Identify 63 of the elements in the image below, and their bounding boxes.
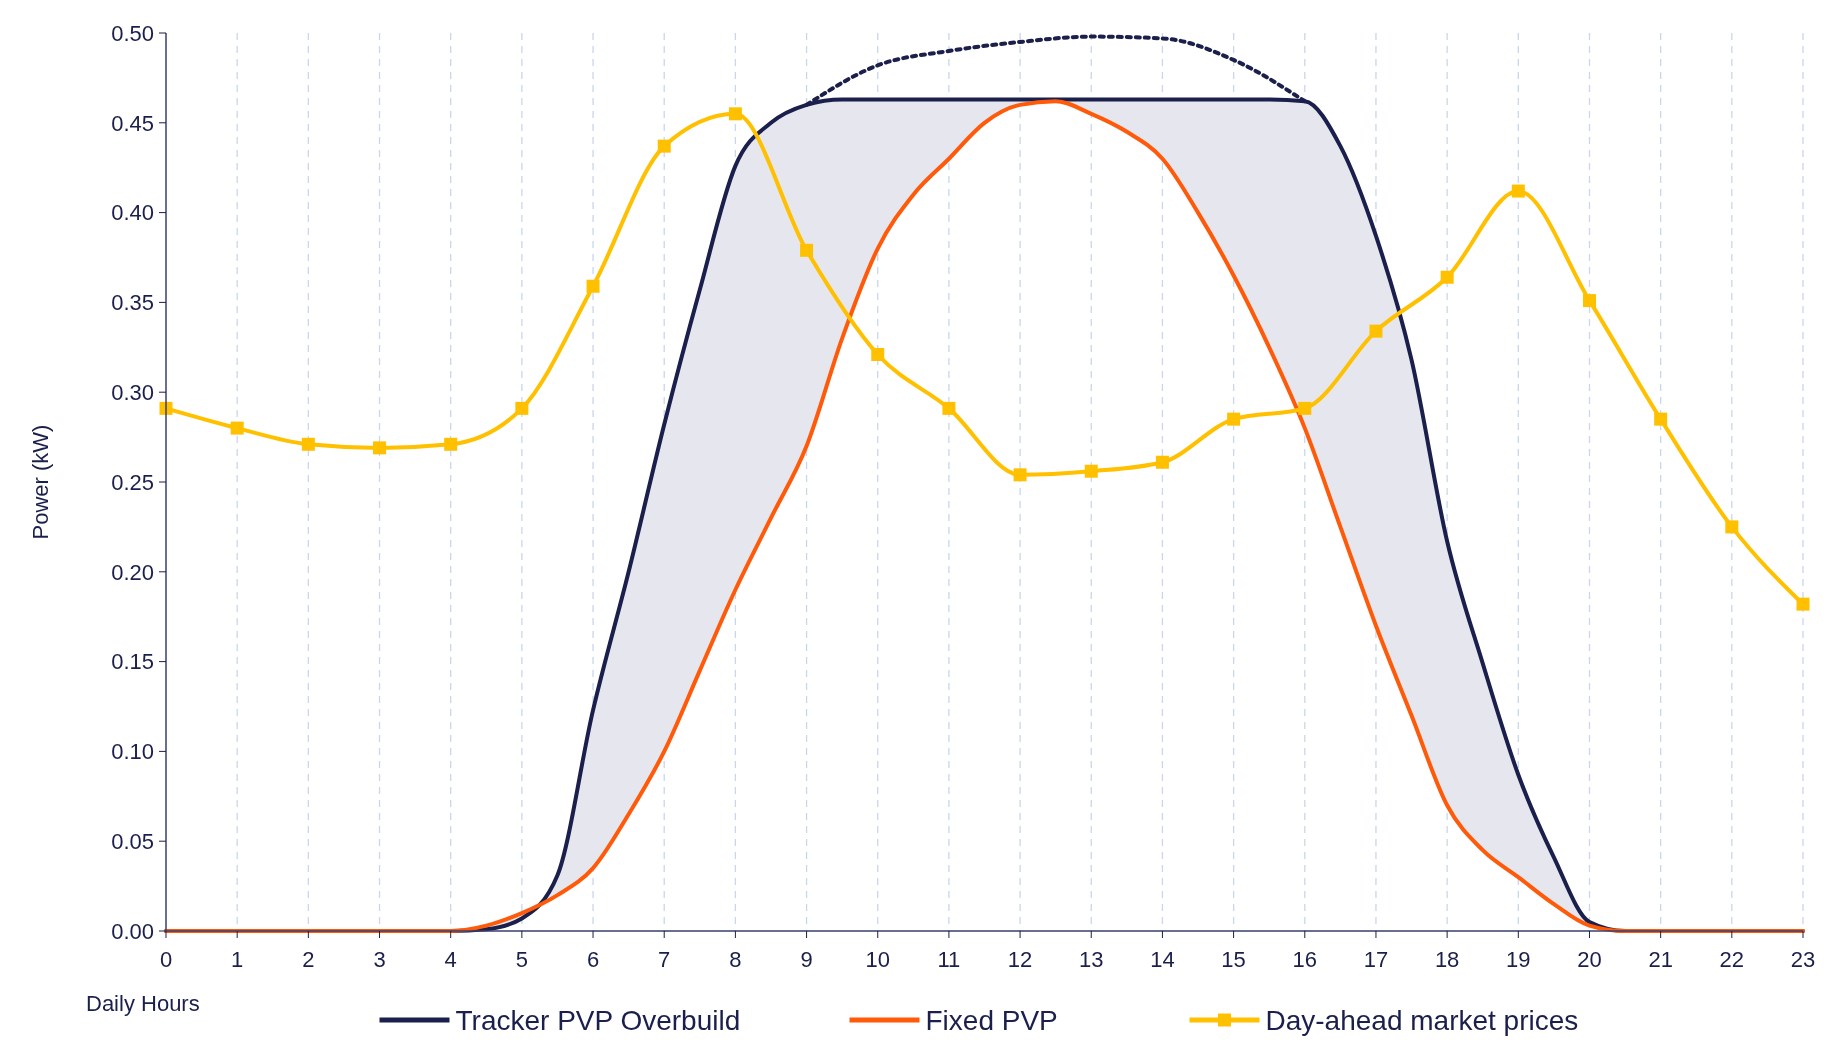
point	[444, 437, 458, 451]
point	[871, 347, 885, 361]
x-tick-label: 2	[302, 947, 315, 972]
point	[515, 401, 529, 415]
x-tick-label: 12	[1007, 947, 1033, 972]
legend-label: Fixed PVP	[925, 1004, 1058, 1036]
point	[1725, 520, 1739, 534]
point	[728, 107, 742, 121]
x-tick-label: 16	[1292, 947, 1318, 972]
x-tick-label: 1	[231, 947, 244, 972]
point	[1084, 464, 1098, 478]
point	[1369, 324, 1383, 338]
x-tick-label: 11	[937, 947, 961, 972]
point	[1582, 294, 1596, 308]
y-axis-title: Power (kW)	[28, 424, 53, 540]
point	[1013, 468, 1027, 482]
point	[301, 437, 315, 451]
x-tick-label: 6	[586, 947, 600, 972]
legend-label: Tracker PVP Overbuild	[455, 1004, 741, 1036]
point	[1511, 184, 1525, 198]
y-tick-label: 0.05	[111, 828, 154, 854]
point	[800, 243, 814, 257]
point	[373, 441, 387, 455]
x-tick-label: 17	[1363, 947, 1389, 972]
y-tick-label: 0.35	[111, 290, 154, 316]
x-tick-label: 4	[444, 947, 457, 972]
y-tick-label: 0.45	[111, 110, 154, 136]
x-tick-label: 13	[1079, 947, 1104, 972]
point	[1440, 270, 1454, 284]
point	[657, 139, 671, 153]
point	[586, 279, 600, 293]
y-tick-label: 0.30	[111, 379, 154, 405]
x-tick-label: 22	[1719, 947, 1745, 972]
x-tick-label: 15	[1221, 947, 1246, 972]
y-tick-label: 0.20	[111, 559, 154, 585]
point	[1796, 597, 1810, 611]
x-axis-title: Daily Hours	[86, 991, 200, 1016]
x-tick-label: 8	[729, 947, 742, 972]
x-tick-label: 19	[1506, 947, 1531, 972]
x-tick-label: 23	[1790, 947, 1816, 972]
point	[1227, 412, 1241, 426]
y-tick-label: 0.25	[111, 469, 154, 495]
x-tick-label: 20	[1577, 947, 1602, 972]
x-tick-label: 9	[800, 947, 813, 972]
x-tick-label: 7	[658, 947, 671, 972]
point	[1298, 401, 1312, 415]
x-tick-label: 10	[865, 947, 890, 972]
point	[1155, 455, 1169, 469]
legend-label: Day-ahead market prices	[1265, 1004, 1579, 1036]
point	[1654, 412, 1668, 426]
y-tick-label: 0.00	[111, 918, 154, 944]
x-tick-label: 21	[1648, 947, 1673, 972]
x-tick-label: 18	[1434, 947, 1460, 972]
y-tick-label: 0.40	[111, 200, 154, 226]
y-tick-label: 0.15	[111, 649, 154, 675]
x-tick-label: 5	[515, 947, 528, 972]
point	[230, 421, 244, 435]
x-tick-label: 3	[373, 947, 386, 972]
y-tick-label: 0.10	[111, 739, 154, 765]
x-tick-label: 14	[1150, 947, 1175, 972]
x-tick-label: 0	[159, 947, 173, 972]
y-tick-label: 0.50	[111, 20, 154, 46]
point	[942, 401, 956, 415]
